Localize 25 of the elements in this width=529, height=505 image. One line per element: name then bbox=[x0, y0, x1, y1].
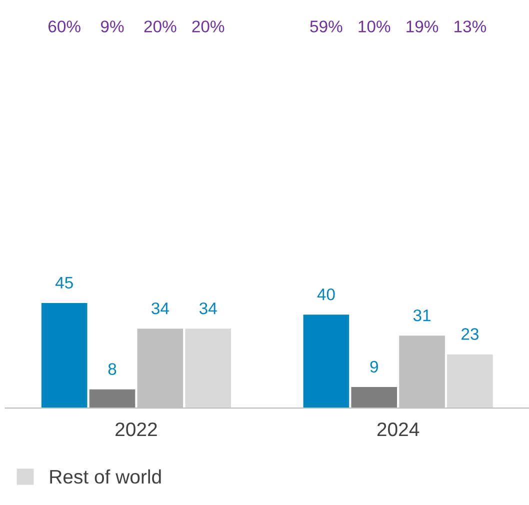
data-label: 34 bbox=[199, 302, 217, 314]
data-label: 9 bbox=[370, 360, 378, 373]
bar bbox=[185, 328, 232, 408]
text: 20% bbox=[144, 20, 176, 32]
data-label: 31 bbox=[413, 309, 430, 322]
data-label: 34 bbox=[152, 302, 169, 314]
data-label: 23 bbox=[462, 328, 478, 340]
text: 10% bbox=[358, 20, 390, 32]
data-label: 40 bbox=[317, 288, 335, 300]
x-tick-label: 2022 bbox=[116, 422, 157, 436]
text: 9% bbox=[100, 20, 124, 32]
bar bbox=[447, 354, 493, 408]
text: 60% bbox=[48, 20, 80, 32]
bar bbox=[303, 314, 350, 408]
legend-label: Rest of world bbox=[50, 469, 161, 484]
text: 59% bbox=[310, 20, 342, 32]
bar bbox=[351, 387, 398, 408]
text: 13% bbox=[454, 20, 486, 32]
data-label: 45 bbox=[55, 276, 73, 289]
bar bbox=[89, 389, 136, 408]
text: 19% bbox=[406, 20, 438, 32]
x-tick-label: 2024 bbox=[377, 422, 420, 436]
text: 20% bbox=[192, 20, 224, 32]
bar bbox=[41, 303, 88, 408]
data-label: 8 bbox=[108, 363, 116, 375]
